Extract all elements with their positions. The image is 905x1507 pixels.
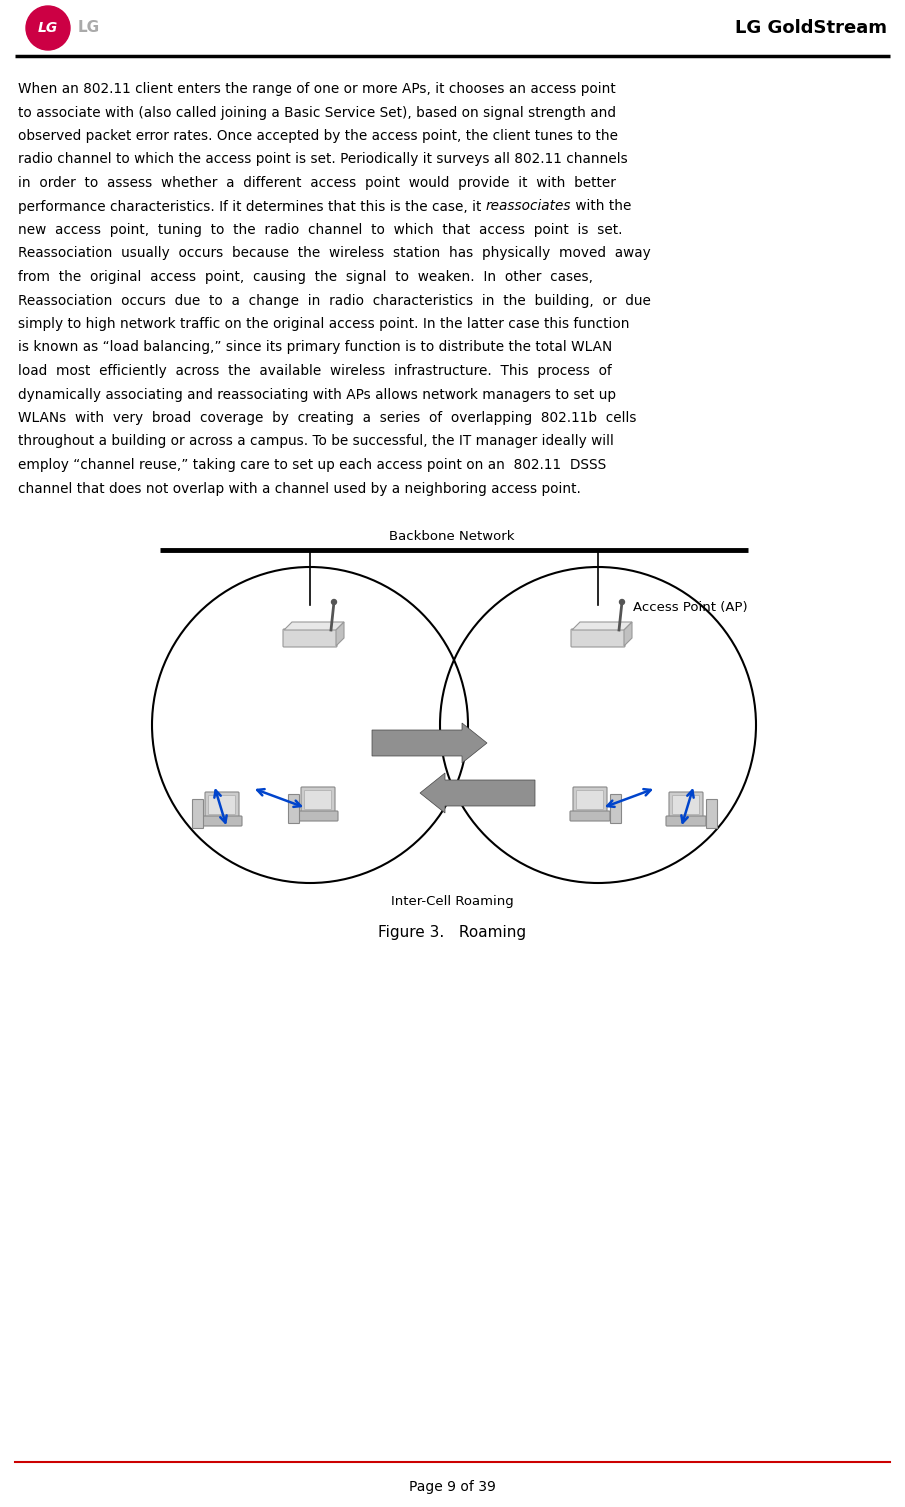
Text: Reassociation  occurs  due  to  a  change  in  radio  characteristics  in  the  : Reassociation occurs due to a change in … bbox=[18, 294, 651, 307]
FancyBboxPatch shape bbox=[672, 796, 700, 814]
Text: Access Point (AP): Access Point (AP) bbox=[633, 601, 748, 615]
Text: When an 802.11 client enters the range of one or more APs, it chooses an access : When an 802.11 client enters the range o… bbox=[18, 81, 615, 96]
Text: from  the  original  access  point,  causing  the  signal  to  weaken.  In  othe: from the original access point, causing … bbox=[18, 270, 593, 283]
Text: performance characteristics. If it determines that this is the case, it: performance characteristics. If it deter… bbox=[18, 199, 486, 214]
Text: in  order  to  assess  whether  a  different  access  point  would  provide  it : in order to assess whether a different a… bbox=[18, 176, 616, 190]
Text: LG: LG bbox=[38, 21, 58, 35]
FancyBboxPatch shape bbox=[301, 787, 335, 812]
FancyBboxPatch shape bbox=[208, 796, 235, 814]
Text: observed packet error rates. Once accepted by the access point, the client tunes: observed packet error rates. Once accept… bbox=[18, 130, 618, 143]
FancyBboxPatch shape bbox=[205, 793, 239, 818]
Text: dynamically associating and reassociating with APs allows network managers to se: dynamically associating and reassociatin… bbox=[18, 387, 616, 401]
Text: Backbone Network: Backbone Network bbox=[389, 530, 515, 544]
FancyArrow shape bbox=[372, 723, 487, 763]
FancyBboxPatch shape bbox=[666, 815, 706, 826]
Text: simply to high network traffic on the original access point. In the latter case : simply to high network traffic on the or… bbox=[18, 316, 630, 332]
FancyBboxPatch shape bbox=[570, 811, 610, 821]
FancyBboxPatch shape bbox=[289, 794, 300, 823]
Polygon shape bbox=[572, 622, 632, 630]
FancyBboxPatch shape bbox=[304, 791, 331, 809]
FancyBboxPatch shape bbox=[571, 628, 625, 647]
FancyArrow shape bbox=[420, 773, 535, 812]
Polygon shape bbox=[284, 622, 344, 630]
Text: new  access  point,  tuning  to  the  radio  channel  to  which  that  access  p: new access point, tuning to the radio ch… bbox=[18, 223, 623, 237]
Text: LG GoldStream: LG GoldStream bbox=[735, 20, 887, 38]
Polygon shape bbox=[624, 622, 632, 647]
FancyBboxPatch shape bbox=[573, 787, 607, 812]
FancyBboxPatch shape bbox=[611, 794, 622, 823]
Text: radio channel to which the access point is set. Periodically it surveys all 802.: radio channel to which the access point … bbox=[18, 152, 628, 166]
Text: employ “channel reuse,” taking care to set up each access point on an  802.11  D: employ “channel reuse,” taking care to s… bbox=[18, 458, 606, 472]
Text: throughout a building or across a campus. To be successful, the IT manager ideal: throughout a building or across a campus… bbox=[18, 434, 614, 449]
FancyBboxPatch shape bbox=[707, 800, 718, 829]
Text: WLANs  with  very  broad  coverage  by  creating  a  series  of  overlapping  80: WLANs with very broad coverage by creati… bbox=[18, 411, 636, 425]
Text: Figure 3.   Roaming: Figure 3. Roaming bbox=[378, 925, 526, 940]
Text: channel that does not overlap with a channel used by a neighboring access point.: channel that does not overlap with a cha… bbox=[18, 482, 581, 496]
Circle shape bbox=[331, 600, 337, 604]
Text: LG: LG bbox=[78, 21, 100, 36]
Text: with the: with the bbox=[571, 199, 632, 214]
Circle shape bbox=[26, 6, 70, 50]
Text: reassociates: reassociates bbox=[486, 199, 571, 214]
Text: Page 9 of 39: Page 9 of 39 bbox=[408, 1480, 495, 1493]
Text: Inter-Cell Roaming: Inter-Cell Roaming bbox=[391, 895, 513, 907]
Circle shape bbox=[620, 600, 624, 604]
FancyBboxPatch shape bbox=[576, 791, 604, 809]
Text: is known as “load balancing,” since its primary function is to distribute the to: is known as “load balancing,” since its … bbox=[18, 341, 613, 354]
Polygon shape bbox=[336, 622, 344, 647]
FancyBboxPatch shape bbox=[202, 815, 242, 826]
Text: Reassociation  usually  occurs  because  the  wireless  station  has  physically: Reassociation usually occurs because the… bbox=[18, 247, 651, 261]
FancyBboxPatch shape bbox=[193, 800, 204, 829]
FancyBboxPatch shape bbox=[669, 793, 703, 818]
Text: to associate with (also called joining a Basic Service Set), based on signal str: to associate with (also called joining a… bbox=[18, 105, 616, 119]
FancyBboxPatch shape bbox=[298, 811, 338, 821]
Text: load  most  efficiently  across  the  available  wireless  infrastructure.  This: load most efficiently across the availab… bbox=[18, 365, 612, 378]
FancyBboxPatch shape bbox=[283, 628, 337, 647]
